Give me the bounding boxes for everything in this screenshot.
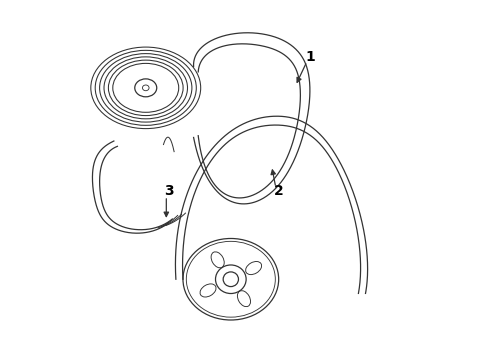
Text: 3: 3 <box>164 184 173 198</box>
Text: 1: 1 <box>306 50 316 64</box>
Text: 2: 2 <box>274 184 284 198</box>
